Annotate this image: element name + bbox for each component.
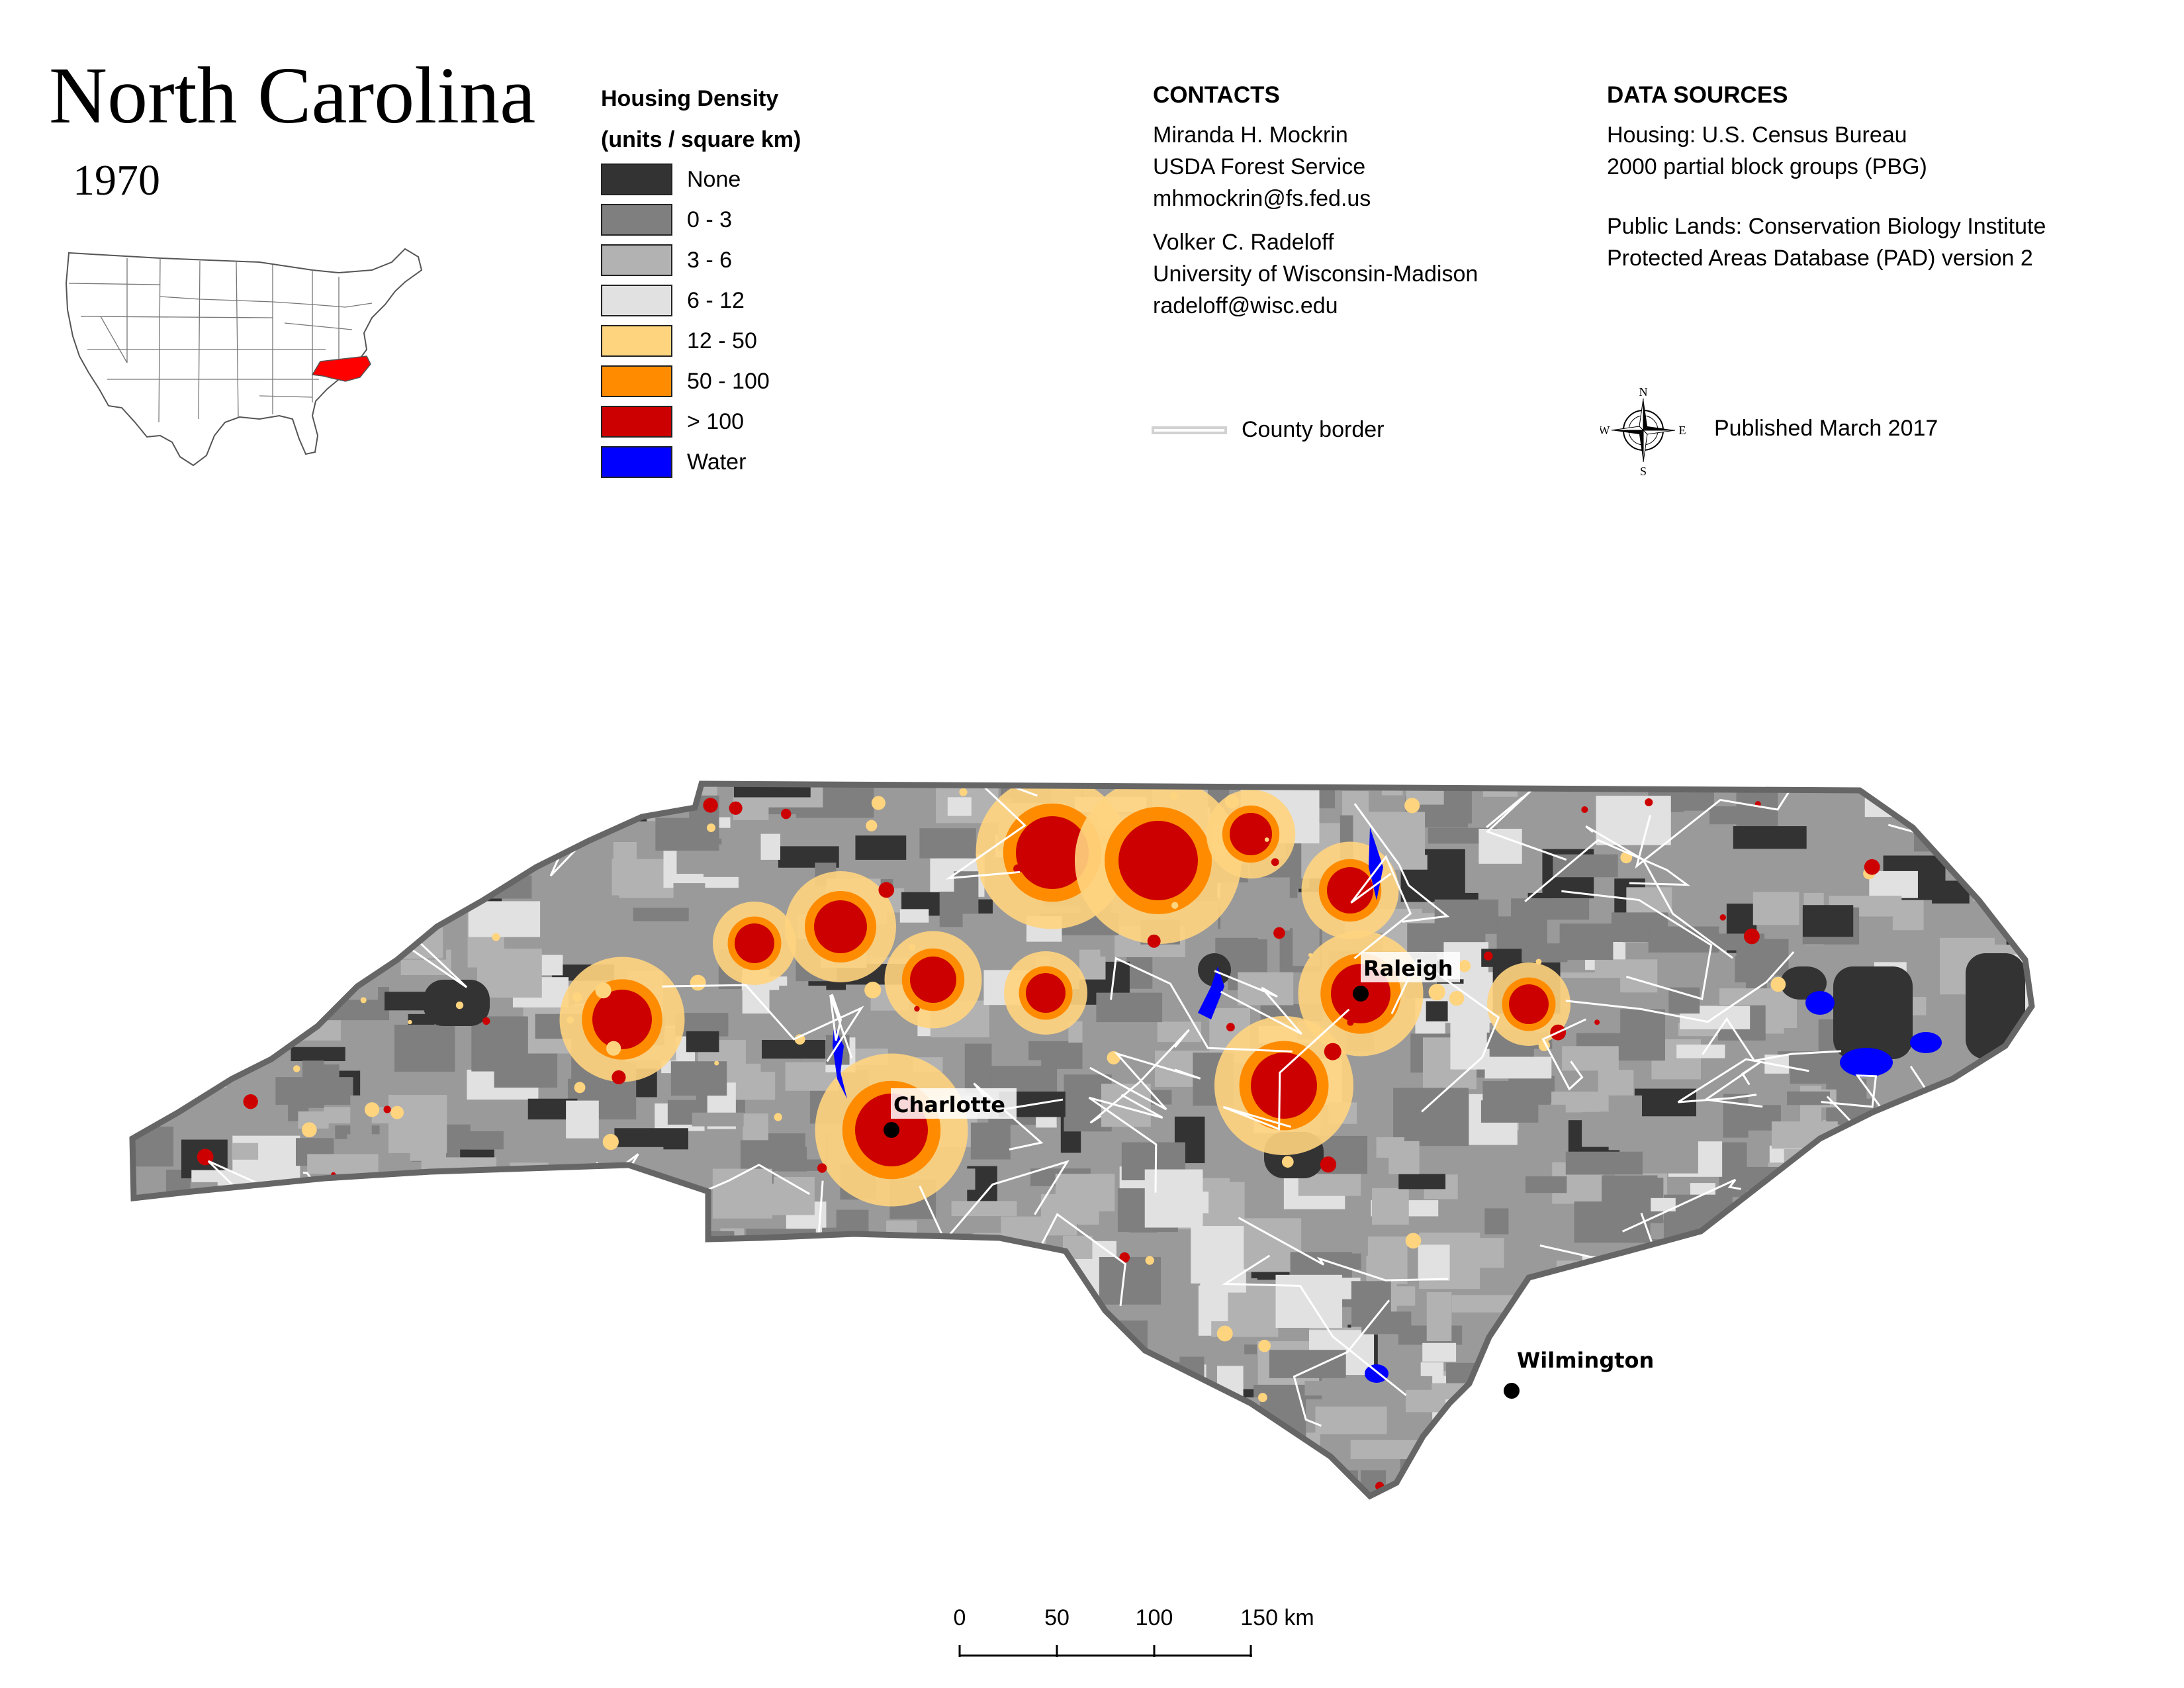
city-label: Charlotte	[893, 1092, 1005, 1117]
data-sources-heading: DATA SOURCES	[1607, 82, 1788, 108]
legend-label: 6 - 12	[687, 287, 745, 313]
county-border-label: County border	[1242, 417, 1385, 442]
legend-label: None	[687, 166, 741, 192]
city-raleigh: Raleigh	[1353, 952, 1460, 1002]
contact-email: mhmockrin@fs.fed.us	[1153, 186, 1371, 211]
city-charlotte: Charlotte	[884, 1088, 1017, 1138]
legend-label: > 100	[687, 408, 745, 434]
city-label: Wilmington	[1517, 1348, 1654, 1373]
map-year: 1970	[73, 156, 160, 205]
contact-org: University of Wisconsin-Madison	[1153, 261, 1479, 287]
contact-name: Miranda H. Mockrin	[1153, 122, 1348, 148]
published-date: Published March 2017	[1714, 416, 1938, 441]
compass-south: S	[1640, 465, 1647, 477]
legend-item: 50 - 100	[601, 365, 770, 398]
county-border-legend: County border	[1152, 417, 1384, 443]
compass-east: E	[1679, 424, 1686, 437]
nc-highlight	[311, 355, 371, 382]
compass-west: W	[1600, 424, 1610, 437]
legend-label: 50 - 100	[687, 368, 770, 394]
nc-housing-density-map: Charlotte Raleigh Wilmington	[126, 768, 2045, 1516]
legend-label: 3 - 6	[687, 247, 733, 273]
map-title: North Carolina	[49, 51, 536, 140]
legend-item: 6 - 12	[601, 284, 745, 317]
legend-item: 3 - 6	[601, 244, 732, 277]
city-label: Raleigh	[1363, 956, 1453, 981]
legend-label: 12 - 50	[687, 328, 757, 353]
legend-label: 0 - 3	[687, 207, 733, 232]
public-lands-source: Public Lands: Conservation Biology Insti…	[1607, 214, 2046, 239]
legend-swatch	[601, 285, 672, 316]
legend-swatch	[601, 204, 672, 236]
legend-swatch	[601, 164, 672, 195]
scale-label: 50	[1044, 1605, 1069, 1630]
contact-org: USDA Forest Service	[1153, 154, 1366, 179]
us-locator-map	[65, 248, 423, 467]
scale-bar: 0 50 100 150 km	[940, 1605, 1314, 1671]
scale-label: 150 km	[1240, 1605, 1314, 1630]
legend-label: Water	[687, 449, 747, 475]
scale-label: 0	[953, 1605, 966, 1630]
county-border-swatch	[1152, 426, 1227, 434]
housing-source: Housing: U.S. Census Bureau	[1607, 122, 1907, 148]
compass-rose-icon: N S W E	[1600, 385, 1686, 477]
housing-density-legend: Housing Density (units / square km) None…	[601, 78, 1011, 478]
public-lands-source-detail: Protected Areas Database (PAD) version 2	[1607, 246, 2033, 271]
legend-item: None	[601, 163, 741, 196]
legend-swatch	[601, 325, 672, 357]
city-wilmington: Wilmington	[1504, 1344, 1660, 1399]
legend-item: 12 - 50	[601, 324, 757, 357]
legend-item: > 100	[601, 405, 744, 438]
legend-item: 0 - 3	[601, 203, 732, 236]
legend-item: Water	[601, 445, 746, 479]
housing-source-detail: 2000 partial block groups (PBG)	[1607, 154, 1927, 179]
scale-label: 100	[1135, 1605, 1173, 1630]
contact-email: radeloff@wisc.edu	[1153, 293, 1338, 318]
contact-name: Volker C. Radeloff	[1153, 230, 1334, 255]
legend-title: Housing Density	[601, 86, 779, 111]
contacts-block: CONTACTS Miranda H. Mockrin USDA Forest …	[1153, 78, 1478, 322]
legend-swatch	[601, 406, 672, 438]
contacts-heading: CONTACTS	[1153, 82, 1280, 108]
legend-swatch	[601, 244, 672, 276]
legend-subtitle: (units / square km)	[601, 127, 801, 152]
data-sources-block: DATA SOURCES Housing: U.S. Census Bureau…	[1607, 78, 2046, 274]
legend-swatch	[601, 446, 672, 478]
legend-swatch	[601, 365, 672, 397]
compass-north: N	[1639, 385, 1648, 399]
us-outline	[65, 248, 423, 467]
